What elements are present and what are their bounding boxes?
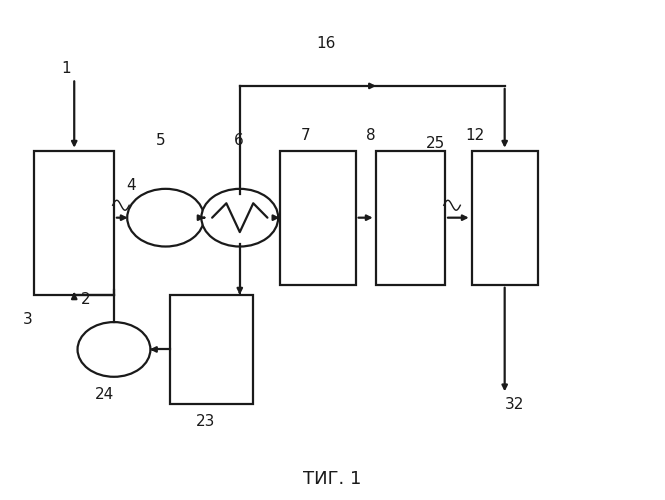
Text: ΤИГ. 1: ΤИГ. 1 (303, 470, 362, 488)
Text: 3: 3 (23, 312, 33, 327)
Bar (376, 150, 445, 285)
Bar (35, 150, 114, 294)
Text: 8: 8 (366, 128, 376, 143)
Bar (170, 294, 253, 404)
Text: 6: 6 (233, 133, 243, 148)
Text: 32: 32 (505, 396, 524, 411)
Text: 7: 7 (301, 128, 311, 143)
Text: 4: 4 (126, 178, 136, 193)
Text: 16: 16 (316, 36, 336, 51)
Bar (471, 150, 538, 285)
Text: 5: 5 (156, 133, 165, 148)
Circle shape (201, 189, 278, 246)
Bar (279, 150, 356, 285)
Text: 24: 24 (94, 386, 114, 402)
Circle shape (78, 322, 150, 377)
Text: 23: 23 (196, 414, 215, 429)
Text: 12: 12 (465, 128, 485, 143)
Text: 2: 2 (81, 292, 91, 307)
Text: 1: 1 (61, 61, 71, 76)
Text: 25: 25 (426, 136, 446, 150)
Circle shape (127, 189, 204, 246)
